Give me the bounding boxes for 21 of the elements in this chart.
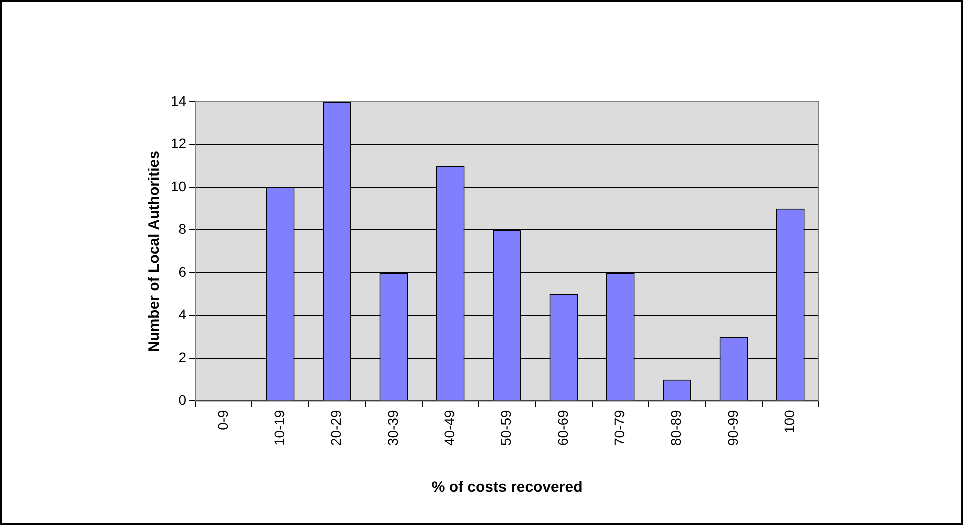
y-tick-label: 4 [178, 306, 187, 323]
y-tick-label: 10 [170, 178, 187, 194]
x-tick-label: 10-19 [271, 410, 288, 446]
x-tick-label: 60-69 [554, 410, 571, 446]
y-tick-label: 12 [170, 136, 187, 152]
x-tick-label: 70-79 [611, 410, 628, 446]
y-tick-label: 8 [178, 221, 187, 238]
y-tick-label: 2 [178, 349, 187, 366]
x-tick-label: 30-39 [384, 410, 401, 446]
x-tick-label: 80-89 [668, 410, 684, 446]
x-tick-label: 90-99 [724, 410, 741, 446]
y-tick-label: 6 [178, 264, 187, 280]
x-tick-label: 50-59 [498, 410, 514, 446]
y-axis-title: Number of Local Authorities [146, 151, 164, 352]
y-tick-label: 0 [178, 392, 187, 408]
y-tick-label: 14 [170, 92, 187, 109]
x-tick-label: 40-49 [441, 410, 458, 446]
x-tick-label: 100 [782, 410, 798, 434]
x-axis-title: % of costs recovered [432, 479, 583, 496]
x-tick-label: 20-29 [328, 410, 344, 446]
x-tick-label: 0-9 [214, 410, 231, 430]
